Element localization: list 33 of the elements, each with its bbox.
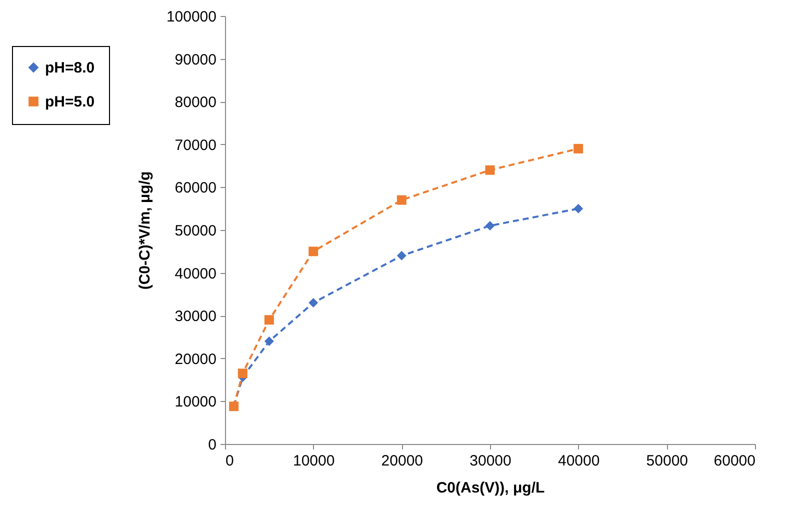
x-tick-label: 20000 bbox=[381, 452, 424, 470]
y-tick-label: 10000 bbox=[174, 394, 216, 411]
x-tick-label: 60000 bbox=[714, 452, 756, 470]
x-tick-label: 0 bbox=[226, 452, 234, 470]
x-tick-label: 10000 bbox=[292, 452, 335, 470]
point bbox=[396, 195, 406, 205]
y-tick-label: 90000 bbox=[174, 51, 216, 68]
point bbox=[485, 165, 495, 175]
x-tick-label: 50000 bbox=[646, 452, 688, 470]
y-tick-label: 70000 bbox=[174, 136, 216, 154]
y-tick-label: 30000 bbox=[174, 308, 216, 326]
x-tick-label: 30000 bbox=[470, 452, 512, 470]
x-tick-label: 40000 bbox=[558, 452, 600, 470]
point bbox=[308, 298, 318, 308]
y-tick-label: 80000 bbox=[174, 94, 216, 112]
y-tick-label: 100000 bbox=[166, 8, 216, 26]
point bbox=[574, 204, 584, 214]
y-axis-title: (C0-C)*V/m, μg/g bbox=[136, 171, 154, 290]
y-tick-label: 20000 bbox=[174, 350, 216, 368]
point bbox=[264, 336, 274, 346]
legend-label: pH=5.0 bbox=[45, 94, 95, 110]
x-axis-title: C0(As(V)), μg/L bbox=[436, 480, 545, 496]
y-tick-label: 60000 bbox=[174, 180, 216, 197]
legend-label: pH=8.0 bbox=[45, 60, 95, 76]
point bbox=[574, 144, 584, 154]
point bbox=[485, 220, 495, 230]
point bbox=[264, 315, 274, 325]
y-tick-label: 50000 bbox=[174, 222, 216, 240]
point bbox=[396, 250, 406, 260]
point bbox=[238, 368, 248, 378]
point bbox=[308, 246, 318, 256]
y-tick-label: 0 bbox=[208, 436, 216, 454]
y-tick-label: 40000 bbox=[174, 265, 216, 282]
